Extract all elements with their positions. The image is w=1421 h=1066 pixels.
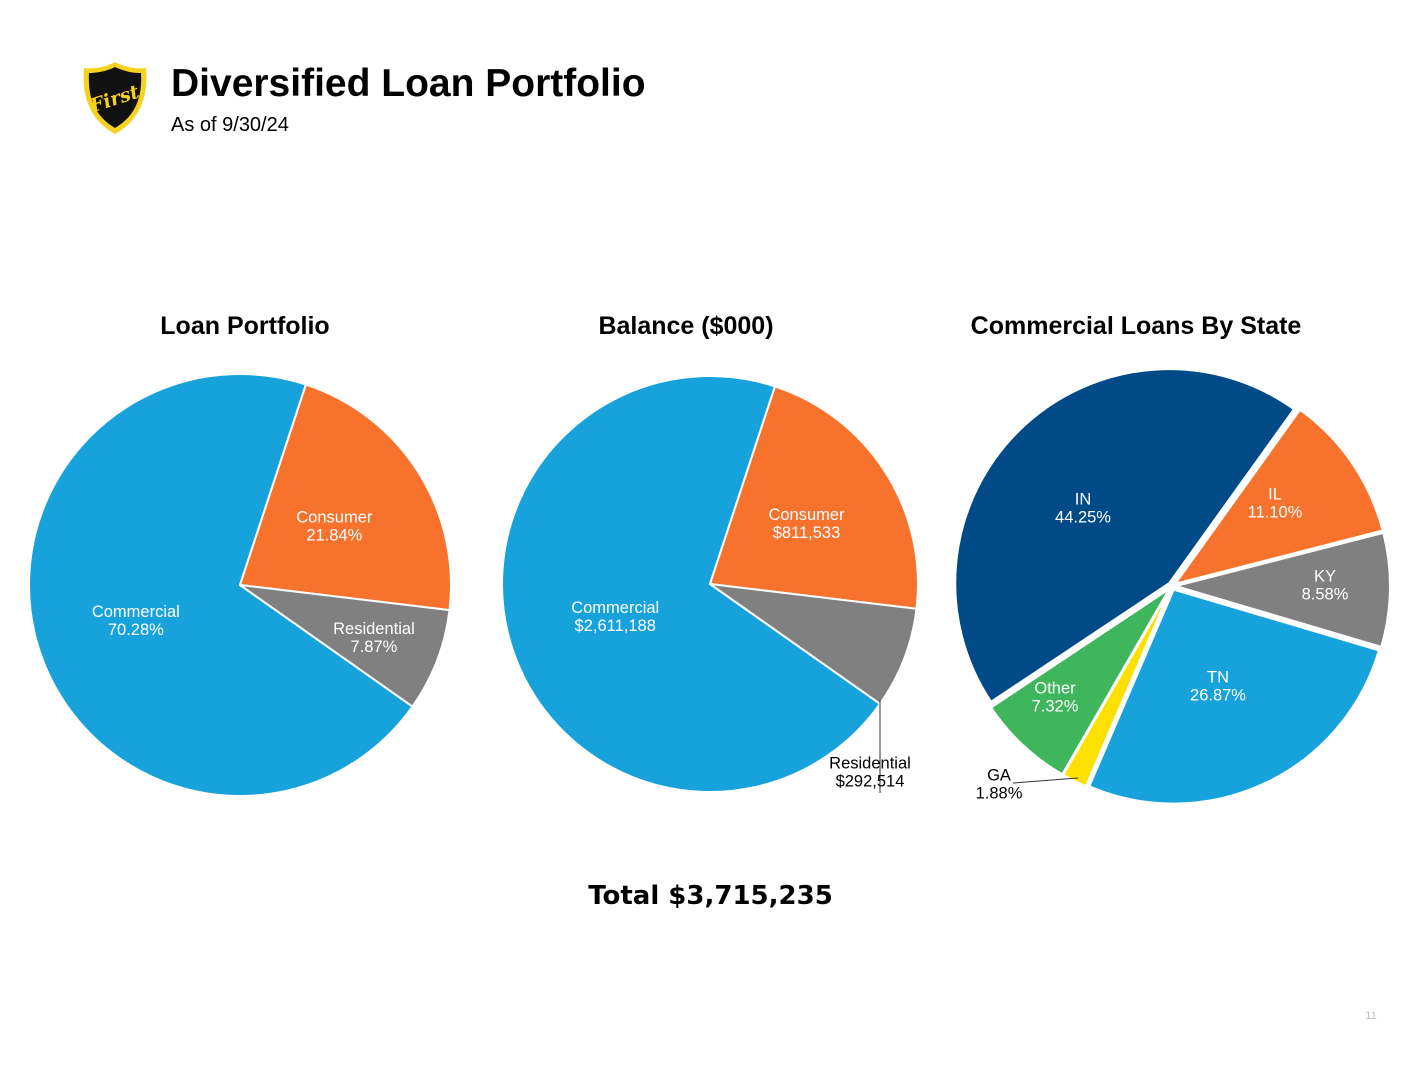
slice-label-name: Consumer xyxy=(768,506,845,524)
pie-chart-loan-portfolio: Loan Portfolio Commercial 70.28% Consumer 21… xyxy=(28,312,452,797)
slice-label-value: 7.32% xyxy=(1032,698,1079,716)
slice-label-name: GA xyxy=(987,767,1011,785)
slice-label-name: Consumer xyxy=(296,508,373,526)
slice-label-il: IL 11.10% xyxy=(1248,486,1303,522)
slice-label-value: $2,611,188 xyxy=(575,617,656,635)
chart-title: Loan Portfolio xyxy=(160,312,329,340)
slice-consumer xyxy=(708,385,919,610)
slice-label-value: 26.87% xyxy=(1190,687,1246,705)
slice-label-name: Residential xyxy=(333,620,415,638)
slice-label-name: IN xyxy=(1075,491,1092,509)
chart-title: Commercial Loans By State xyxy=(971,312,1302,340)
pie-chart-balance-000: Balance ($000) Commercial $2,611,188 Consum… xyxy=(501,312,919,793)
slice-label-value: 7.87% xyxy=(351,638,398,656)
slice-label-ga: GA 1.88% xyxy=(976,767,1023,803)
slice-ky xyxy=(1172,531,1391,649)
slice-label-value: 21.84% xyxy=(306,527,362,545)
slice-label-name: Commercial xyxy=(571,599,659,617)
slice-label-commercial: Commercial $2,611,188 xyxy=(571,599,659,635)
pie-chart-commercial-loans-by-state: Commercial Loans By State IN 44.25% IL 11.10… xyxy=(954,312,1391,805)
slice-label-value: 1.88% xyxy=(976,785,1023,803)
slice-label-residential: Residential $292,514 xyxy=(829,755,911,791)
slice-il xyxy=(1172,408,1384,586)
slice-in xyxy=(954,368,1296,704)
slice-tn xyxy=(1088,588,1381,805)
page-title: Diversified Loan Portfolio xyxy=(171,62,646,105)
chart-title: Balance ($000) xyxy=(598,312,773,340)
leader-line-ga xyxy=(1012,777,1079,784)
slice-label-value: 8.58% xyxy=(1302,586,1349,604)
slice-other xyxy=(989,588,1171,776)
slice-residential xyxy=(239,584,451,708)
slice-label-value: 44.25% xyxy=(1055,509,1111,527)
slice-label-consumer: Consumer 21.84% xyxy=(296,508,373,544)
slice-label-name: Other xyxy=(1034,680,1076,698)
slice-label-ky: KY 8.58% xyxy=(1302,568,1349,604)
portfolio-total: Total $3,715,235 xyxy=(588,881,833,911)
slice-label-value: $811,533 xyxy=(773,524,841,542)
slice-residential xyxy=(709,583,918,706)
page-subtitle: As of 9/30/24 xyxy=(171,114,289,136)
slice-label-name: Residential xyxy=(829,755,911,773)
slice-label-value: $292,514 xyxy=(836,773,905,791)
slice-label-other: Other 7.32% xyxy=(1032,680,1079,716)
slice-label-in: IN 44.25% xyxy=(1055,491,1111,527)
slice-label-name: TN xyxy=(1207,669,1229,687)
slice-consumer xyxy=(238,383,452,612)
shield-inner xyxy=(88,67,142,128)
slice-label-value: 70.28% xyxy=(108,621,164,639)
first-bank-logo: First xyxy=(83,62,147,134)
slice-label-tn: TN 26.87% xyxy=(1190,669,1246,705)
slice-label-name: KY xyxy=(1314,568,1336,586)
slice-commercial xyxy=(501,375,882,793)
slice-label-commercial: Commercial 70.28% xyxy=(92,603,180,639)
slice-label-value: 11.10% xyxy=(1248,504,1303,522)
slice-label-consumer: Consumer $811,533 xyxy=(768,506,845,542)
slice-commercial xyxy=(28,373,414,797)
slice-label-name: Commercial xyxy=(92,603,180,621)
slice-ga xyxy=(1061,589,1172,788)
slice-label-name: IL xyxy=(1268,486,1282,504)
page-number: 11 xyxy=(1365,1010,1377,1022)
slice-label-residential: Residential 7.87% xyxy=(333,620,415,656)
